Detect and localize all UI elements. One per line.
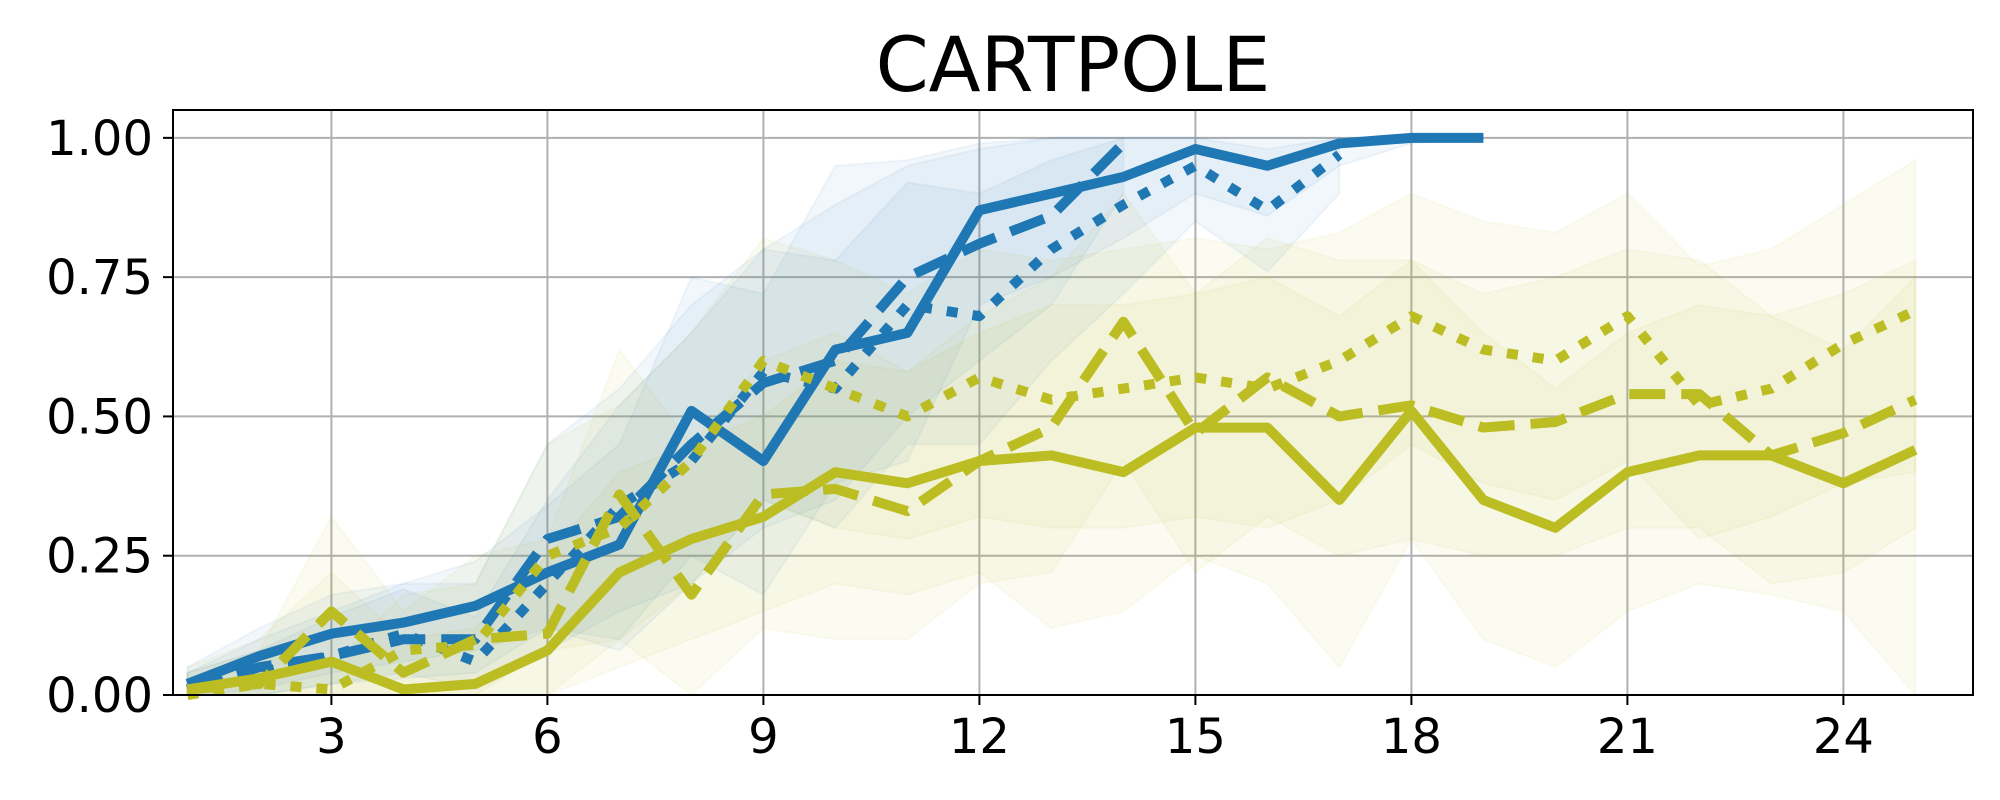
y-tick-label: 0.75 [46,250,153,306]
x-tick-label: 24 [1813,709,1874,765]
x-tick-label: 21 [1597,709,1658,765]
x-tick-label: 12 [949,709,1010,765]
x-tick-label: 3 [316,709,347,765]
y-axis-ticks: 0.00 0.25 0.50 0.75 1.00 [46,111,173,724]
y-tick-label: 1.00 [46,111,153,167]
chart-title: CARTPOLE [876,20,1271,109]
y-tick-label: 0.50 [46,389,153,445]
line-series-3 [186,150,1343,695]
x-tick-label: 6 [532,709,563,765]
series-lines [185,132,1918,700]
x-tick-label: 18 [1381,709,1442,765]
line-series-4 [186,405,1918,695]
x-tick-label: 9 [748,709,779,765]
plot-frame [172,109,1974,696]
line-series-6 [186,306,1918,700]
band-series-2 [186,136,1125,696]
x-tick-label: 15 [1165,709,1226,765]
line-series-1 [185,132,1484,689]
x-axis-ticks: 3 6 9 12 15 18 21 24 [316,695,1874,765]
y-tick-label: 0.25 [46,529,153,585]
y-tick-label: 0.00 [46,668,153,724]
